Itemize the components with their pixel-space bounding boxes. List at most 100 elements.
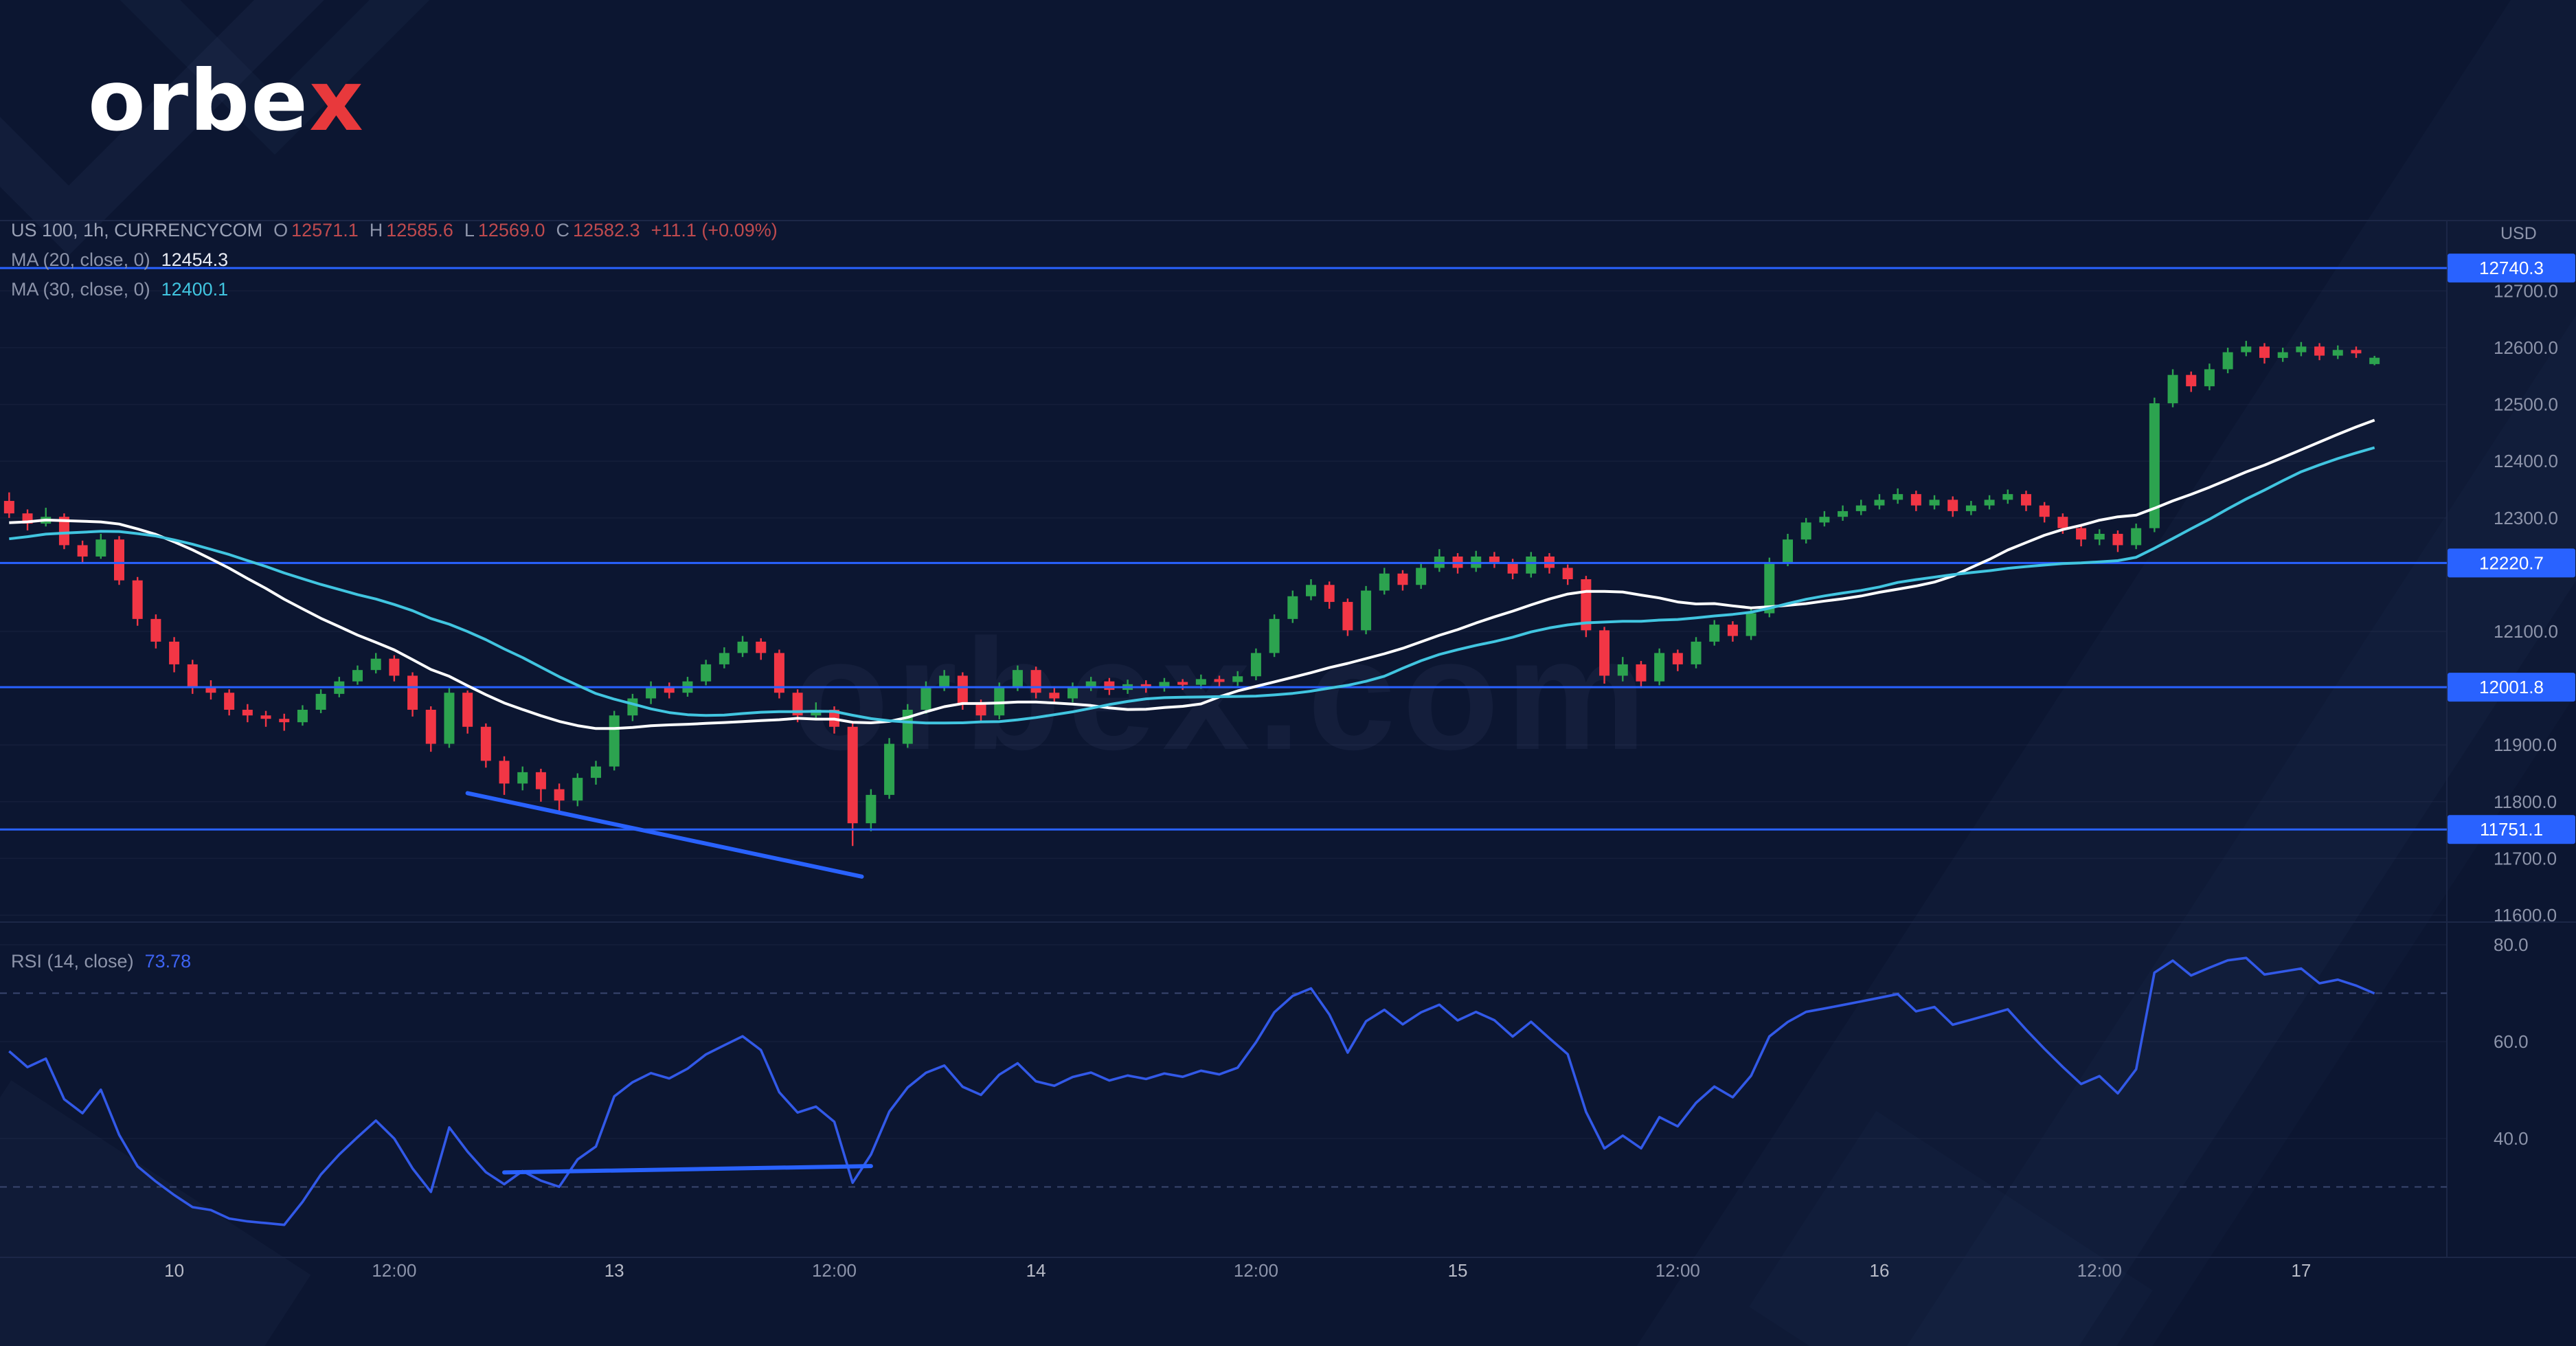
- ma30-label[interactable]: MA (30, close, 0): [11, 279, 150, 300]
- candle-body: [462, 693, 473, 727]
- price-levels[interactable]: [0, 267, 2447, 831]
- candle-body: [2222, 352, 2233, 370]
- time-tick-label: 12:00: [2077, 1260, 2122, 1281]
- candle-body: [2167, 374, 2178, 403]
- candle-body: [1195, 679, 1206, 685]
- rsi-value: 73.78: [144, 951, 192, 972]
- price-tick-label: 12700.0: [2494, 280, 2558, 301]
- ma30-row: MA (30, close, 0) 12400.1: [11, 278, 778, 301]
- candle-body: [444, 693, 455, 744]
- ma20-value: 12454.3: [161, 249, 229, 270]
- price-tick-label: 12400.0: [2494, 451, 2558, 471]
- price-level-badge[interactable]: [2448, 254, 2575, 283]
- candle-body: [1104, 681, 1115, 691]
- price-tick-label: 12100.0: [2494, 621, 2558, 642]
- candle-body: [297, 709, 308, 723]
- candle-body: [2241, 346, 2252, 352]
- candle-body: [1489, 556, 1500, 563]
- price-level-badge-label: 11751.1: [2480, 819, 2543, 840]
- candle-body: [627, 698, 638, 716]
- price-trendline[interactable]: [465, 791, 864, 879]
- time-tick-label: 12:00: [1234, 1260, 1278, 1281]
- price-level-badge[interactable]: [2448, 673, 2575, 702]
- candle-body: [756, 641, 767, 653]
- candle-body: [1342, 602, 1353, 631]
- candle-body: [792, 693, 803, 716]
- candle-body: [866, 794, 877, 824]
- candle-body: [2057, 517, 2068, 528]
- candle-body: [2259, 346, 2270, 358]
- candle-body: [1984, 500, 1995, 506]
- candle-body: [187, 664, 198, 687]
- rsi-line[interactable]: [8, 956, 2375, 1226]
- time-tick-label: 15: [1448, 1260, 1468, 1281]
- candle-body: [517, 772, 528, 784]
- candle-body: [1764, 562, 1775, 614]
- close-pair: C 12582.3: [556, 218, 640, 242]
- close-value: 12582.3: [572, 220, 640, 240]
- ma30-line[interactable]: [9, 446, 2375, 725]
- candle-body: [1159, 682, 1170, 688]
- price-tick-label: 11700.0: [2494, 848, 2557, 868]
- time-tick-label: 14: [1026, 1260, 1046, 1281]
- candle-body: [407, 675, 418, 710]
- candle-body: [939, 675, 950, 687]
- grid-lines: [0, 290, 2447, 1139]
- candle-body: [1416, 568, 1427, 585]
- price-level-badge[interactable]: [2448, 815, 2575, 844]
- candle-body: [2369, 357, 2380, 364]
- candle-body: [1947, 500, 1958, 511]
- rsi-label[interactable]: RSI (14, close): [11, 951, 134, 972]
- candle-body: [1085, 681, 1096, 687]
- candle-body: [2094, 533, 2105, 540]
- ma20-label[interactable]: MA (20, close, 0): [11, 249, 150, 270]
- candle-body: [1397, 573, 1408, 585]
- candle-body: [1691, 641, 1702, 664]
- candle-body: [1012, 670, 1023, 687]
- high-value: 12585.6: [386, 220, 453, 240]
- trendlines[interactable]: [465, 791, 873, 1175]
- candle-body: [2039, 505, 2050, 517]
- candle-body: [2296, 346, 2307, 352]
- ma20-row: MA (20, close, 0) 12454.3: [11, 248, 778, 271]
- candle-body: [1287, 596, 1298, 619]
- candle-body: [425, 709, 436, 744]
- candle-body: [169, 641, 180, 664]
- candle-body: [1819, 517, 1830, 523]
- candle-body: [315, 693, 326, 710]
- low-pair: L 12569.0: [464, 218, 545, 242]
- time-axis[interactable]: 10 12:00 13 12:00 14 12:00 15 12:00 16 12:00 17: [164, 1260, 2311, 1281]
- price-level-badge[interactable]: [2448, 548, 2575, 578]
- candle-body: [77, 545, 88, 557]
- high-pair: H 12585.6: [370, 218, 453, 242]
- time-tick-label: 12:00: [1656, 1260, 1700, 1281]
- candle-body: [1030, 670, 1041, 693]
- candle-body: [1177, 682, 1188, 685]
- time-tick-label: 10: [164, 1260, 184, 1281]
- candle-body: [1507, 562, 1518, 574]
- candle-body: [1269, 618, 1280, 653]
- candle-body: [2351, 350, 2362, 354]
- rsi-tick-label: 80.0: [2494, 934, 2529, 955]
- rsi-legend: RSI (14, close) 73.78: [11, 951, 191, 972]
- price-tick-label: 12600.0: [2494, 337, 2558, 358]
- candle-body: [1140, 684, 1151, 688]
- candle-body: [499, 761, 510, 784]
- candle-body: [2112, 533, 2123, 546]
- candle-body: [1929, 500, 1940, 506]
- ma20-line[interactable]: [9, 418, 2375, 730]
- candle-body: [884, 743, 895, 795]
- symbol-title[interactable]: US 100, 1h, CURRENCYCOM: [11, 220, 263, 240]
- rsi-trendline[interactable]: [502, 1164, 873, 1175]
- candle-body: [1800, 522, 1811, 540]
- candle-body: [609, 715, 620, 767]
- candle-body: [1049, 693, 1060, 699]
- candle-body: [260, 715, 271, 719]
- price-axis[interactable]: 12700.0 12600.0 12500.0 12400.0 12300.0 12100…: [2448, 254, 2575, 1149]
- candle-body: [2021, 494, 2031, 506]
- rsi-pane: [0, 956, 2447, 1226]
- candle-body: [1636, 664, 1647, 682]
- candle-body: [205, 686, 216, 693]
- low-value: 12569.0: [477, 220, 545, 240]
